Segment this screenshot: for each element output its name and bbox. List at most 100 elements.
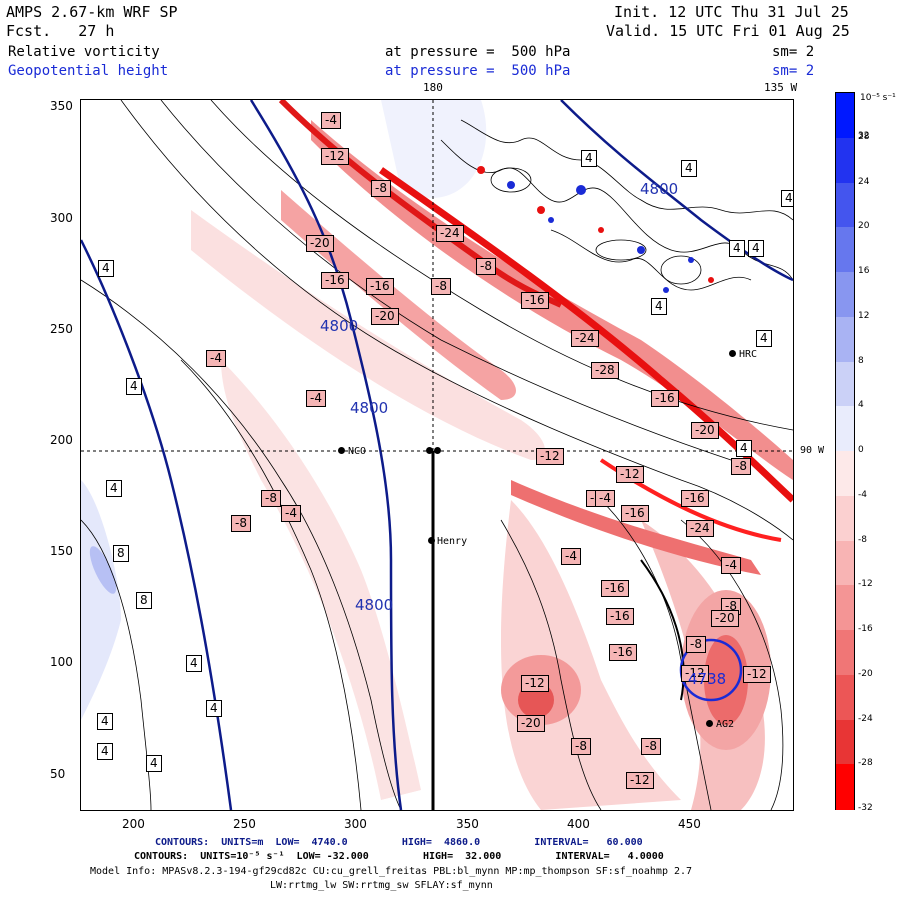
field2-level: at pressure = 500 hPa	[385, 63, 571, 79]
vorticity-contour-label: -24	[571, 330, 599, 348]
colorbar-segment	[836, 719, 854, 766]
colorbar-segment	[836, 585, 854, 631]
station-dot-hrc	[729, 350, 736, 357]
colorbar-label: 20	[858, 221, 870, 232]
footer-model-info: Model Info: MPASv8.2.3-194-gf29cd82c CU:…	[90, 866, 693, 877]
vorticity-contour-label: 4	[146, 755, 162, 773]
vorticity-contour-label: 4	[581, 150, 597, 168]
terrain-noise-red	[477, 166, 714, 283]
y-tick-label: 250	[50, 322, 73, 336]
height-label-4800-b: 4800	[350, 399, 389, 417]
colorbar-label: -24	[858, 713, 873, 724]
colorbar-segment	[836, 361, 854, 408]
vorticity-contour-label: -16	[606, 608, 634, 626]
vorticity-contour-label: 4	[186, 655, 202, 673]
height-contours	[81, 100, 793, 810]
vorticity-contour-label: -20	[517, 715, 545, 733]
colorbar-segment	[836, 451, 854, 497]
field2-name: Geopotential height	[8, 63, 169, 79]
vorticity-contour-label: -4	[306, 390, 326, 408]
vorticity-contour-label: -8	[431, 278, 451, 296]
vorticity-contour-label: -8	[371, 180, 391, 198]
colorbar-label: -8	[858, 534, 867, 545]
valid-time: Valid. 15 UTC Fri 01 Aug 25	[606, 22, 850, 40]
colorbar-segment	[836, 540, 854, 587]
footer-contours-vorticity: CONTOURS: UNITS=10⁻⁵ s⁻¹ LOW= -32.000 HI…	[134, 851, 664, 862]
station-label-nco: NCO	[348, 446, 367, 457]
vorticity-contour-label: 4	[736, 440, 752, 458]
meridian-label-135w: 135 W	[764, 81, 798, 94]
vorticity-contour-label: -4	[595, 490, 615, 508]
colorbar-label: -20	[858, 668, 873, 679]
vorticity-contour-label: 4	[748, 240, 764, 258]
y-tick-label: 150	[50, 544, 73, 558]
vorticity-contour-label: -16	[521, 292, 549, 310]
vorticity-contour-label: -12	[536, 448, 564, 466]
footer-contours-height: CONTOURS: UNITS=m LOW= 4740.0 HIGH= 4860…	[155, 837, 643, 848]
vorticity-contour-label: 4	[756, 330, 772, 348]
colorbar-segment	[836, 406, 854, 452]
terrain-noise-blue	[507, 181, 694, 293]
colorbar-label: -28	[858, 758, 873, 769]
colorbar-label: -16	[858, 624, 873, 634]
x-tick-label: 250	[233, 817, 256, 831]
vorticity-contour-label: -16	[621, 505, 649, 523]
footer-model-info-2: LW:rrtmg_lw SW:rrtmg_sw SFLAY:sf_mynn	[270, 880, 493, 891]
vorticity-contour-label: 8	[136, 592, 152, 610]
colorbar-label: 0	[858, 445, 864, 455]
vorticity-contour-label: -16	[366, 278, 394, 296]
vorticity-contours	[81, 100, 793, 810]
vorticity-contour-label: -24	[686, 520, 714, 538]
colorbar-label: 32	[858, 131, 870, 141]
x-tick-label: 450	[678, 817, 701, 831]
field1-smoothing: sm= 2	[772, 44, 815, 60]
vorticity-contour-label: -12	[521, 675, 549, 693]
vorticity-contour-label: 4	[651, 298, 667, 316]
station-dot-ag2	[706, 720, 713, 727]
vorticity-contour-label: 4	[206, 700, 222, 718]
colorbar	[835, 92, 855, 810]
map-plot-area: -12 -8 -4 -20 -16 -16 -20 -8 -24 -8 -16 -24 -28 -16 -1…	[80, 99, 794, 811]
height-label-4800-a: 4800	[320, 317, 359, 335]
x-tick-label: 200	[122, 817, 145, 831]
vorticity-contour-label: 4	[126, 378, 142, 396]
vorticity-contour-label: -12	[616, 466, 644, 484]
y-tick-label: 100	[50, 655, 73, 669]
colorbar-unit: 10⁻⁵ s⁻¹	[860, 93, 896, 103]
colorbar-segment	[836, 137, 854, 184]
colorbar-segment	[836, 93, 854, 139]
colorbar-segment	[836, 316, 854, 363]
station-dot-pole	[426, 447, 433, 454]
colorbar-segment	[836, 674, 854, 721]
station-label-hrc: HRC	[739, 349, 758, 360]
positive-vorticity-max	[89, 546, 117, 594]
colorbar-segment	[836, 764, 854, 810]
vorticity-contour-label: -8	[686, 636, 706, 654]
field1-name: Relative vorticity	[8, 44, 160, 60]
vorticity-contour-label: -16	[601, 580, 629, 598]
vorticity-contour-label: 4	[781, 190, 793, 208]
y-tick-label: 200	[50, 433, 73, 447]
vorticity-contour-label: -4	[721, 557, 741, 575]
colorbar-label: 24	[858, 176, 870, 187]
vorticity-contour-label: -4	[321, 112, 341, 130]
colorbar-label: -4	[858, 489, 867, 500]
vorticity-contour-label: 4	[98, 260, 114, 278]
colorbar-label: 4	[858, 400, 864, 411]
vorticity-contour-label: -20	[711, 610, 739, 628]
vorticity-contour-label: -20	[306, 235, 334, 253]
colorbar-label: -32	[858, 803, 873, 813]
vorticity-contour-label: -4	[561, 548, 581, 566]
vorticity-contour-label: -8	[231, 515, 251, 533]
vorticity-contour-label: -8	[641, 738, 661, 756]
colorbar-segment	[836, 182, 854, 229]
vorticity-contour-label: -24	[436, 225, 464, 243]
station-dot-nco	[338, 447, 345, 454]
y-tick-label: 50	[50, 767, 66, 781]
vorticity-contour-label: -8	[261, 490, 281, 508]
y-tick-label: 350	[50, 99, 73, 113]
vorticity-contour-label: -4	[281, 505, 301, 523]
colorbar-label: 8	[858, 355, 864, 366]
vorticity-field	[81, 100, 793, 810]
colorbar-label: 12	[858, 310, 870, 321]
